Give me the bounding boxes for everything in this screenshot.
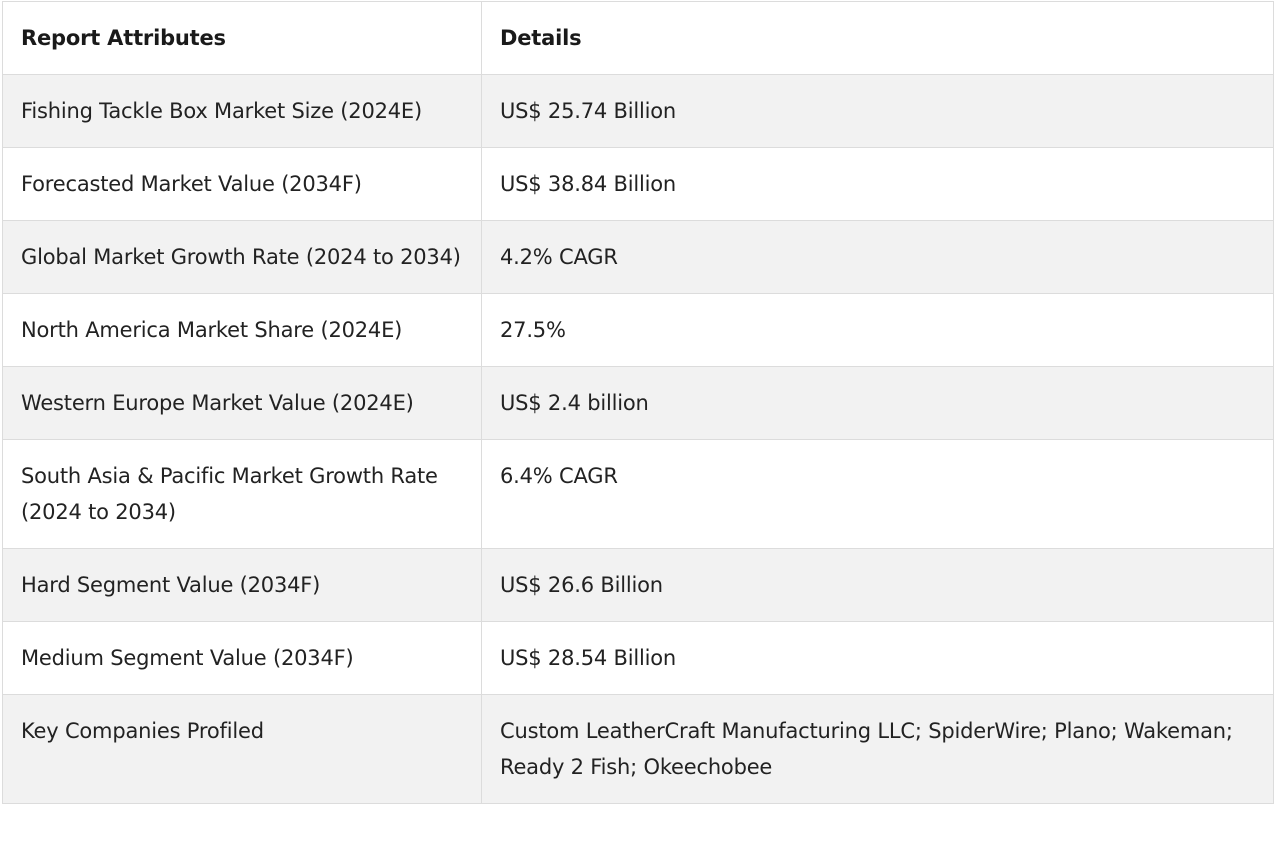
table-row: Fishing Tackle Box Market Size (2024E) U…	[2, 74, 1274, 148]
table-row: Hard Segment Value (2034F) US$ 26.6 Bill…	[2, 548, 1274, 622]
detail-cell: US$ 28.54 Billion	[481, 621, 1274, 695]
attribute-cell: Hard Segment Value (2034F)	[2, 548, 482, 622]
table-row: South Asia & Pacific Market Growth Rate …	[2, 439, 1274, 549]
detail-cell: 4.2% CAGR	[481, 220, 1274, 294]
detail-cell: US$ 26.6 Billion	[481, 548, 1274, 622]
attribute-cell: North America Market Share (2024E)	[2, 293, 482, 367]
report-table-container: Report Attributes Details Fishing Tackle…	[2, 1, 1274, 804]
detail-cell: US$ 38.84 Billion	[481, 147, 1274, 221]
detail-cell: US$ 2.4 billion	[481, 366, 1274, 440]
table-row: Forecasted Market Value (2034F) US$ 38.8…	[2, 147, 1274, 221]
table-header-row: Report Attributes Details	[2, 1, 1274, 75]
header-details: Details	[481, 1, 1274, 75]
detail-cell: 6.4% CAGR	[481, 439, 1274, 549]
attribute-cell: Medium Segment Value (2034F)	[2, 621, 482, 695]
detail-cell: US$ 25.74 Billion	[481, 74, 1274, 148]
attribute-cell: Key Companies Profiled	[2, 694, 482, 804]
table-row: Global Market Growth Rate (2024 to 2034)…	[2, 220, 1274, 294]
header-report-attributes: Report Attributes	[2, 1, 482, 75]
table-row: Medium Segment Value (2034F) US$ 28.54 B…	[2, 621, 1274, 695]
table-row: Key Companies Profiled Custom LeatherCra…	[2, 694, 1274, 804]
attribute-cell: Western Europe Market Value (2024E)	[2, 366, 482, 440]
attribute-cell: South Asia & Pacific Market Growth Rate …	[2, 439, 482, 549]
attribute-cell: Forecasted Market Value (2034F)	[2, 147, 482, 221]
attribute-cell: Global Market Growth Rate (2024 to 2034)	[2, 220, 482, 294]
table-row: North America Market Share (2024E) 27.5%	[2, 293, 1274, 367]
attribute-cell: Fishing Tackle Box Market Size (2024E)	[2, 74, 482, 148]
detail-cell: Custom LeatherCraft Manufacturing LLC; S…	[481, 694, 1274, 804]
detail-cell: 27.5%	[481, 293, 1274, 367]
report-attributes-table: Report Attributes Details Fishing Tackle…	[2, 1, 1274, 804]
table-row: Western Europe Market Value (2024E) US$ …	[2, 366, 1274, 440]
